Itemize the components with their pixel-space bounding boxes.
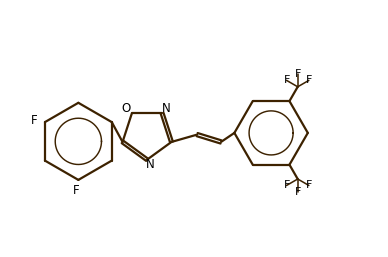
Text: N: N [161,102,170,115]
Text: F: F [306,75,312,85]
Text: F: F [31,114,38,127]
Text: F: F [306,180,312,190]
Text: F: F [283,75,290,85]
Text: F: F [294,69,301,79]
Text: F: F [294,187,301,197]
Text: O: O [121,102,130,115]
Text: F: F [283,180,290,190]
Text: N: N [146,158,155,171]
Text: F: F [73,184,80,197]
